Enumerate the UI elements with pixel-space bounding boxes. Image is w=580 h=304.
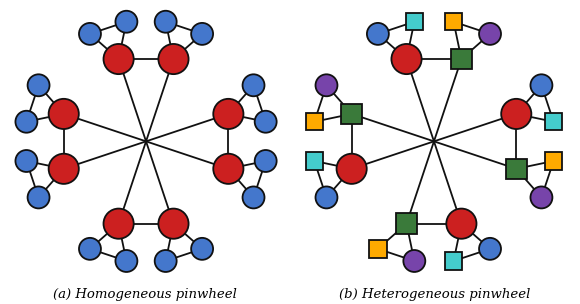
Circle shape — [103, 209, 134, 239]
Circle shape — [242, 74, 264, 96]
Bar — [445, 13, 462, 30]
Circle shape — [16, 150, 37, 172]
Bar — [545, 113, 563, 130]
Circle shape — [316, 186, 338, 209]
Circle shape — [255, 150, 277, 172]
Bar — [445, 252, 462, 270]
Circle shape — [28, 74, 49, 96]
Bar — [306, 113, 323, 130]
Circle shape — [79, 23, 101, 45]
Bar — [451, 49, 472, 69]
Circle shape — [191, 238, 213, 260]
Circle shape — [501, 99, 531, 129]
Circle shape — [49, 99, 79, 129]
Bar — [545, 152, 563, 170]
Circle shape — [367, 23, 389, 45]
Circle shape — [446, 209, 477, 239]
Circle shape — [158, 209, 188, 239]
Circle shape — [28, 186, 49, 209]
Bar — [342, 104, 362, 124]
Circle shape — [191, 23, 213, 45]
Circle shape — [531, 186, 552, 209]
Circle shape — [336, 154, 367, 184]
Circle shape — [115, 11, 137, 33]
Circle shape — [49, 154, 79, 184]
Text: (a) Homogeneous pinwheel: (a) Homogeneous pinwheel — [53, 288, 237, 301]
Circle shape — [213, 154, 244, 184]
Bar — [369, 240, 387, 257]
Circle shape — [16, 111, 37, 133]
Circle shape — [155, 11, 177, 33]
Circle shape — [103, 44, 134, 74]
Circle shape — [255, 111, 277, 133]
Bar — [306, 152, 323, 170]
Circle shape — [115, 250, 137, 272]
Bar — [405, 13, 423, 30]
Bar — [506, 158, 527, 179]
Circle shape — [79, 238, 101, 260]
Circle shape — [479, 23, 501, 45]
Text: (b) Heterogeneous pinwheel: (b) Heterogeneous pinwheel — [339, 288, 531, 301]
Circle shape — [531, 74, 552, 96]
Circle shape — [403, 250, 425, 272]
Bar — [396, 213, 417, 234]
Circle shape — [158, 44, 188, 74]
Circle shape — [392, 44, 422, 74]
Circle shape — [316, 74, 338, 96]
Circle shape — [242, 186, 264, 209]
Circle shape — [155, 250, 177, 272]
Circle shape — [213, 99, 244, 129]
Circle shape — [479, 238, 501, 260]
